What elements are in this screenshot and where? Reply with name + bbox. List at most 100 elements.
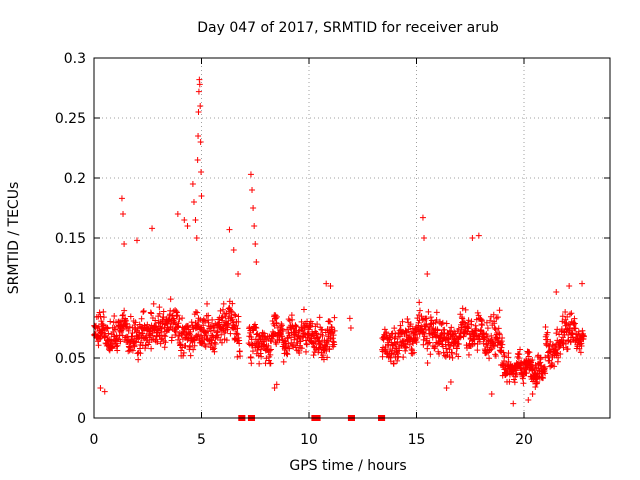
data-point [148,345,155,352]
data-point [111,313,118,320]
data-point [324,354,331,361]
data-point [316,314,323,321]
data-point [214,329,221,336]
x-tick-label: 0 [90,432,99,448]
data-point [161,344,168,351]
data-point [179,315,186,322]
data-point [487,317,494,324]
data-point [292,322,299,329]
data-point [256,360,263,367]
data-point [209,316,216,323]
data-point [200,322,207,329]
x-axis-ticks: 0 5 10 15 20 [90,58,533,448]
data-point [483,319,490,326]
data-point [555,354,562,361]
data-point-excursion [510,400,517,407]
data-point [155,329,162,336]
data-point [98,318,105,325]
data-point [526,349,533,356]
y-tick-label: 0.05 [55,351,86,367]
data-point [247,353,254,360]
data-point-excursion [327,283,334,289]
data-point-excursion [250,205,257,211]
data-point [399,318,406,325]
y-tick-label: 0.1 [64,291,86,307]
data-point-excursion [97,385,104,391]
data-point-excursion [469,235,476,241]
data-point [205,340,212,347]
data-point [227,330,234,337]
data-point [562,308,569,315]
data-point [560,344,567,351]
data-point-excursion [197,139,204,145]
data-point [426,339,433,346]
data-point [446,353,453,360]
data-point [152,317,159,324]
data-point [381,326,388,333]
data-point [480,330,487,337]
data-point [448,324,455,331]
data-point [127,339,134,346]
data-point [424,345,431,352]
data-point [234,325,241,332]
data-point [233,330,240,337]
data-point [249,348,256,355]
data-point [105,330,112,337]
data-point [144,321,151,328]
data-point [298,345,305,352]
data-point [104,325,111,332]
data-point [510,376,517,383]
data-point [202,343,209,350]
data-point [192,308,199,315]
data-point [326,346,333,353]
data-point [261,330,268,337]
data-point [280,358,287,365]
data-point [407,321,414,328]
data-point [400,354,407,361]
data-point [138,315,145,322]
data-point [140,309,147,316]
data-point [97,335,104,342]
data-point [523,370,530,377]
data-point [285,340,292,347]
data-point-excursion [443,385,450,391]
data-point [517,346,524,353]
data-point [125,348,132,355]
data-point [276,336,283,343]
data-point [173,309,180,316]
data-point [195,331,202,338]
data-point-excursion [579,280,586,287]
data-point [391,339,398,346]
data-point [441,352,448,359]
data-point [331,314,338,321]
data-point [447,342,454,349]
data-point [423,335,430,342]
data-point [542,370,549,377]
data-point [157,340,164,347]
data-point [404,315,411,322]
data-point [434,327,441,334]
data-point-excursion [174,211,181,217]
data-point [267,360,274,367]
data-point [109,345,116,352]
data-point [496,331,503,338]
data-point [160,308,167,315]
data-point [284,351,291,358]
data-point [171,318,178,325]
data-point [433,309,440,316]
data-point [572,325,579,332]
data-point [443,345,450,352]
data-point [327,318,334,325]
data-point [154,338,161,345]
data-point [187,352,194,359]
data-point [140,307,147,314]
data-point-excursion [488,391,495,397]
data-point-excursion [230,247,237,253]
data-point [218,331,225,338]
data-point-excursion [195,133,202,139]
data-point [541,363,548,370]
data-point-excursion [566,283,573,289]
data-point [191,337,198,344]
data-point [234,331,241,338]
